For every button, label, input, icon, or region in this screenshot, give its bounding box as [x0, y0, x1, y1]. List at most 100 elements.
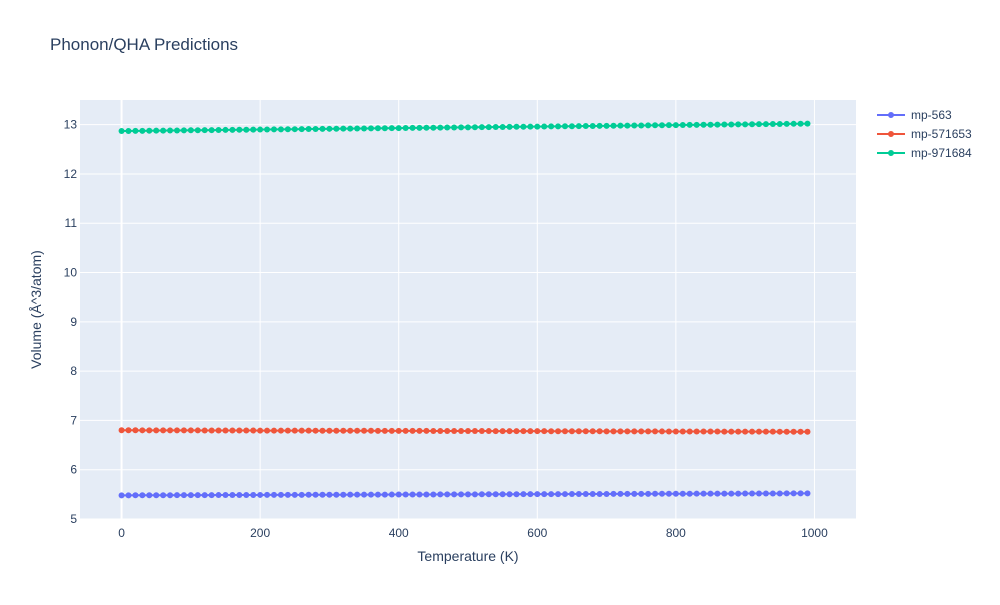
data-point [575, 491, 582, 498]
y-tick-labels: 5 6 7 8 9 10 11 12 13 [64, 118, 78, 526]
data-point [527, 123, 534, 130]
y-axis-label: Volume (Å^3/atom) [28, 250, 44, 369]
data-point [416, 124, 423, 131]
data-point [693, 428, 700, 435]
x-tick-label: 800 [666, 526, 686, 540]
data-point [444, 491, 451, 498]
data-point [575, 428, 582, 435]
data-point [562, 428, 568, 435]
data-point [277, 491, 284, 498]
data-point [568, 123, 575, 130]
data-point [201, 427, 208, 434]
data-point [499, 428, 506, 435]
data-point [721, 121, 728, 128]
data-point [492, 428, 499, 435]
data-point [485, 124, 492, 131]
data-point [243, 126, 250, 133]
data-point [506, 491, 513, 498]
data-point [437, 491, 444, 498]
series-mp-571653 [118, 427, 811, 435]
data-point [686, 428, 693, 435]
data-point [707, 121, 714, 128]
data-point [742, 121, 749, 128]
data-point [215, 427, 222, 434]
data-point [236, 427, 243, 434]
data-point [125, 127, 132, 134]
data-point [354, 427, 361, 434]
y-tick-label: 12 [64, 167, 78, 181]
legend-item-mp-971684[interactable]: mp-971684 [877, 146, 972, 160]
data-point [555, 123, 562, 130]
data-point [333, 491, 340, 498]
data-point [388, 427, 395, 434]
legend-item-mp-563[interactable]: mp-563 [877, 108, 952, 122]
data-point [312, 491, 319, 498]
data-point [749, 428, 756, 435]
data-point [118, 427, 125, 434]
data-point [652, 428, 659, 435]
data-point [783, 490, 790, 497]
data-point [222, 126, 229, 133]
data-point [638, 490, 645, 497]
data-point [201, 492, 208, 499]
data-point [402, 427, 409, 434]
data-point [160, 492, 167, 499]
data-point [257, 126, 264, 133]
data-point [132, 492, 139, 499]
data-point [201, 127, 208, 134]
data-point [277, 427, 284, 434]
data-point [665, 490, 672, 497]
data-point [562, 491, 568, 498]
data-point [790, 490, 797, 497]
data-point [665, 428, 672, 435]
legend[interactable]: mp-563 mp-571653 mp-971684 [877, 108, 972, 160]
data-point [756, 490, 762, 497]
data-point [700, 490, 707, 497]
data-point [284, 491, 291, 498]
data-point [395, 491, 402, 498]
data-point [534, 428, 541, 435]
data-point [679, 428, 686, 435]
data-point [665, 122, 672, 129]
data-point [374, 427, 381, 434]
data-point [132, 127, 139, 134]
data-point [790, 120, 797, 127]
data-point [340, 125, 347, 132]
legend-marker [888, 150, 894, 156]
data-point [139, 427, 146, 434]
data-point [534, 491, 541, 498]
data-point [229, 427, 236, 434]
data-point [631, 122, 638, 129]
data-point [347, 125, 354, 132]
legend-item-mp-571653[interactable]: mp-571653 [877, 127, 972, 141]
data-point [645, 490, 652, 497]
data-point [381, 491, 388, 498]
data-point [388, 491, 395, 498]
data-point [624, 122, 631, 129]
data-point [312, 125, 319, 132]
data-point [797, 490, 804, 497]
data-point [167, 492, 174, 499]
data-point [187, 492, 194, 499]
data-point [222, 492, 229, 499]
data-point [388, 125, 395, 132]
data-point [735, 121, 742, 128]
data-point [139, 127, 146, 134]
data-point [735, 490, 742, 497]
data-point [762, 490, 769, 497]
data-point [679, 490, 686, 497]
data-point [194, 492, 201, 499]
data-point [236, 492, 243, 499]
data-point [617, 428, 624, 435]
data-point [395, 427, 402, 434]
data-point [631, 490, 638, 497]
data-point [305, 491, 312, 498]
data-point [361, 125, 368, 132]
data-point [229, 492, 236, 499]
data-point [617, 122, 624, 129]
data-point [520, 123, 527, 130]
data-point [742, 428, 749, 435]
data-point [264, 427, 271, 434]
data-point [160, 127, 167, 134]
